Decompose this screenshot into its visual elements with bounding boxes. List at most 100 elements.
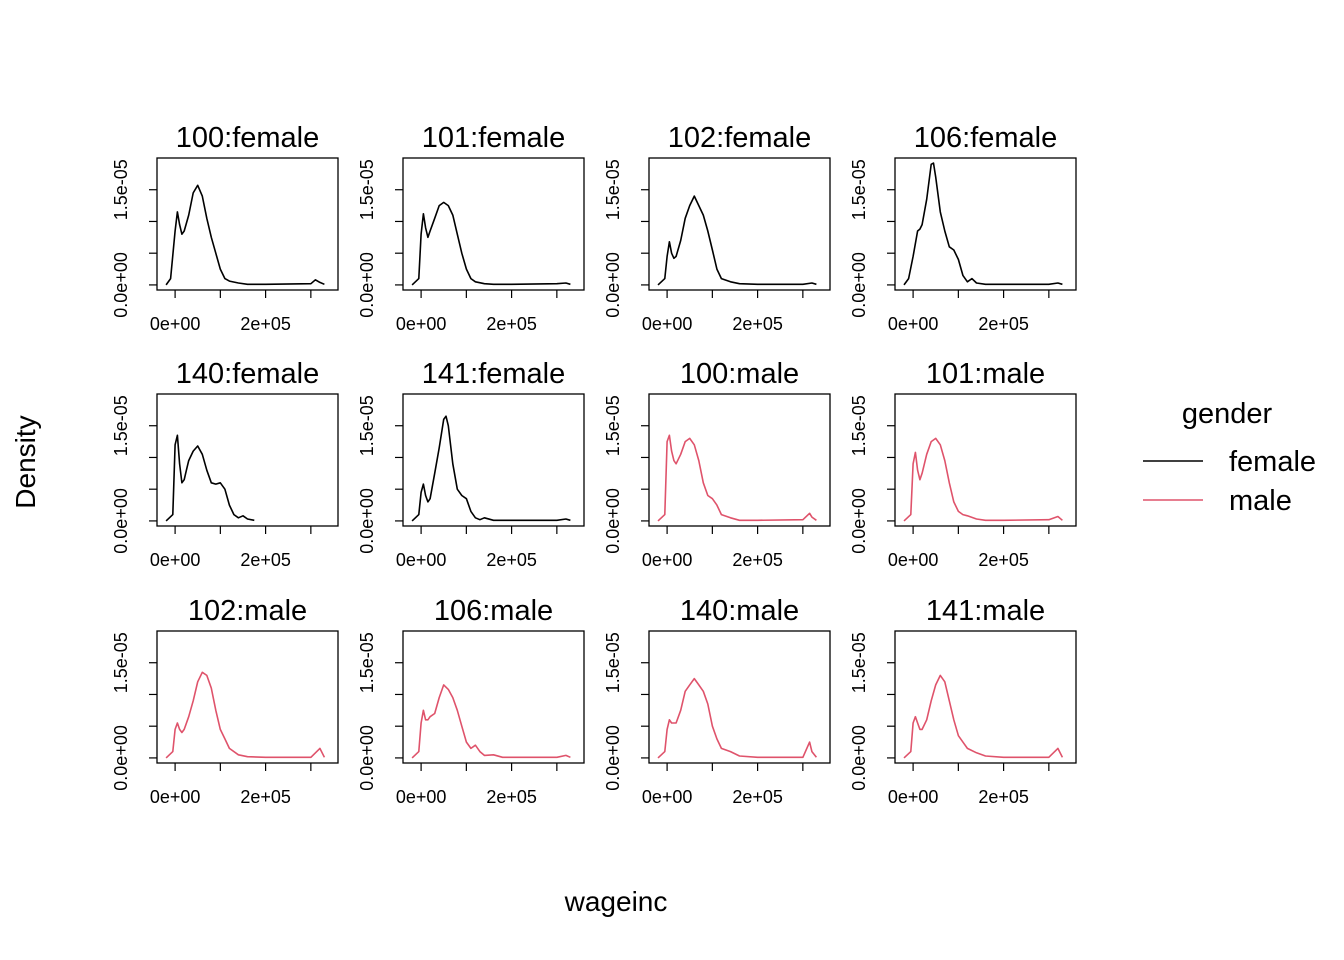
y-tick-label: 0.0e+00 (603, 725, 623, 791)
y-tick-label: 1.5e-05 (357, 395, 377, 456)
panel-frame (894, 630, 1077, 764)
y-tick-label: 0.0e+00 (603, 252, 623, 318)
x-tick-label: 2e+05 (732, 314, 783, 334)
panel: 102:female 0e+00 2e+05 0.0e+00 1.5e-05 (603, 122, 831, 334)
panel: 100:female 0e+00 2e+05 0.0e+00 1.5e-05 (111, 122, 339, 334)
y-tick-label: 1.5e-05 (603, 632, 623, 693)
y-tick-label: 0.0e+00 (603, 488, 623, 554)
panel: 101:female 0e+00 2e+05 0.0e+00 1.5e-05 (357, 122, 585, 334)
x-tick-label: 2e+05 (240, 550, 291, 570)
density-line (165, 184, 325, 286)
x-tick-label: 2e+05 (978, 787, 1029, 807)
panel-title: 102:male (188, 595, 307, 627)
y-tick-label: 1.5e-05 (357, 159, 377, 220)
panel-title: 141:female (422, 358, 566, 390)
x-tick-label: 0e+00 (642, 314, 693, 334)
y-tick-label: 0.0e+00 (111, 725, 131, 791)
x-tick-label: 2e+05 (486, 314, 537, 334)
y-tick-label: 0.0e+00 (849, 252, 869, 318)
panel-title: 106:female (914, 122, 1058, 154)
y-tick-label: 0.0e+00 (357, 725, 377, 791)
x-tick-label: 0e+00 (888, 787, 939, 807)
x-tick-label: 0e+00 (396, 550, 447, 570)
panel-title: 140:female (176, 358, 320, 390)
panel-title: 141:male (926, 595, 1045, 627)
panel-title: 106:male (434, 595, 553, 627)
panel-frame (402, 157, 585, 291)
density-line (903, 674, 1064, 759)
panel: 141:male 0e+00 2e+05 0.0e+00 1.5e-05 (849, 595, 1077, 807)
x-tick-label: 2e+05 (486, 550, 537, 570)
x-tick-label: 2e+05 (240, 314, 291, 334)
panel-title: 100:female (176, 122, 320, 154)
panel-title: 100:male (680, 358, 799, 390)
x-tick-label: 0e+00 (150, 787, 201, 807)
y-tick-label: 1.5e-05 (849, 632, 869, 693)
x-tick-label: 0e+00 (642, 550, 693, 570)
density-line (411, 684, 571, 759)
legend: gender female male (1143, 398, 1316, 517)
y-tick-label: 1.5e-05 (111, 395, 131, 456)
panel-frame (894, 393, 1077, 527)
y-tick-label: 0.0e+00 (111, 488, 131, 554)
x-tick-label: 2e+05 (732, 550, 783, 570)
x-tick-label: 0e+00 (396, 787, 447, 807)
panel: 106:female 0e+00 2e+05 0.0e+00 1.5e-05 (849, 122, 1077, 334)
density-line (657, 434, 817, 522)
panel-title: 102:female (668, 122, 812, 154)
legend-label: female (1229, 446, 1316, 478)
panel: 140:male 0e+00 2e+05 0.0e+00 1.5e-05 (603, 595, 831, 807)
x-tick-label: 0e+00 (642, 787, 693, 807)
panel-title: 140:male (680, 595, 799, 627)
panel-title: 101:male (926, 358, 1045, 390)
panel-title: 101:female (422, 122, 566, 154)
legend-entries: female male (1143, 446, 1316, 517)
panel: 141:female 0e+00 2e+05 0.0e+00 1.5e-05 (357, 358, 585, 570)
x-tick-label: 2e+05 (732, 787, 783, 807)
density-line (411, 415, 571, 522)
y-tick-label: 1.5e-05 (111, 632, 131, 693)
density-line (657, 195, 817, 286)
x-tick-label: 0e+00 (396, 314, 447, 334)
density-line (411, 201, 571, 286)
x-tick-label: 2e+05 (978, 550, 1029, 570)
y-tick-label: 0.0e+00 (849, 488, 869, 554)
x-axis-label: wageinc (564, 886, 668, 917)
panel: 140:female 0e+00 2e+05 0.0e+00 1.5e-05 (111, 358, 339, 570)
y-tick-label: 1.5e-05 (603, 395, 623, 456)
legend-title: gender (1182, 398, 1273, 430)
x-tick-label: 2e+05 (486, 787, 537, 807)
x-tick-label: 0e+00 (888, 550, 939, 570)
y-tick-label: 1.5e-05 (357, 632, 377, 693)
panel: 102:male 0e+00 2e+05 0.0e+00 1.5e-05 (111, 595, 339, 807)
panel: 106:male 0e+00 2e+05 0.0e+00 1.5e-05 (357, 595, 585, 807)
panel-frame (402, 630, 585, 764)
y-tick-label: 0.0e+00 (357, 488, 377, 554)
x-tick-label: 2e+05 (978, 314, 1029, 334)
panel-frame (648, 157, 831, 291)
y-tick-label: 0.0e+00 (357, 252, 377, 318)
panel-frame (156, 157, 339, 291)
density-line (165, 671, 326, 759)
x-tick-label: 2e+05 (240, 787, 291, 807)
density-line (903, 437, 1063, 522)
panel-frame (156, 393, 339, 527)
y-tick-label: 0.0e+00 (111, 252, 131, 318)
x-tick-label: 0e+00 (888, 314, 939, 334)
y-tick-label: 1.5e-05 (849, 395, 869, 456)
y-tick-label: 1.5e-05 (111, 159, 131, 220)
panel-frame (648, 630, 831, 764)
density-line (903, 162, 1063, 286)
panel: 100:male 0e+00 2e+05 0.0e+00 1.5e-05 (603, 358, 831, 570)
panel-frame (894, 157, 1077, 291)
panel-frame (402, 393, 585, 527)
panel-frame (648, 393, 831, 527)
legend-label: male (1229, 485, 1292, 517)
density-line (657, 677, 818, 759)
panel-frame (156, 630, 339, 764)
density-line (165, 434, 255, 522)
panel: 101:male 0e+00 2e+05 0.0e+00 1.5e-05 (849, 358, 1077, 570)
x-tick-label: 0e+00 (150, 550, 201, 570)
